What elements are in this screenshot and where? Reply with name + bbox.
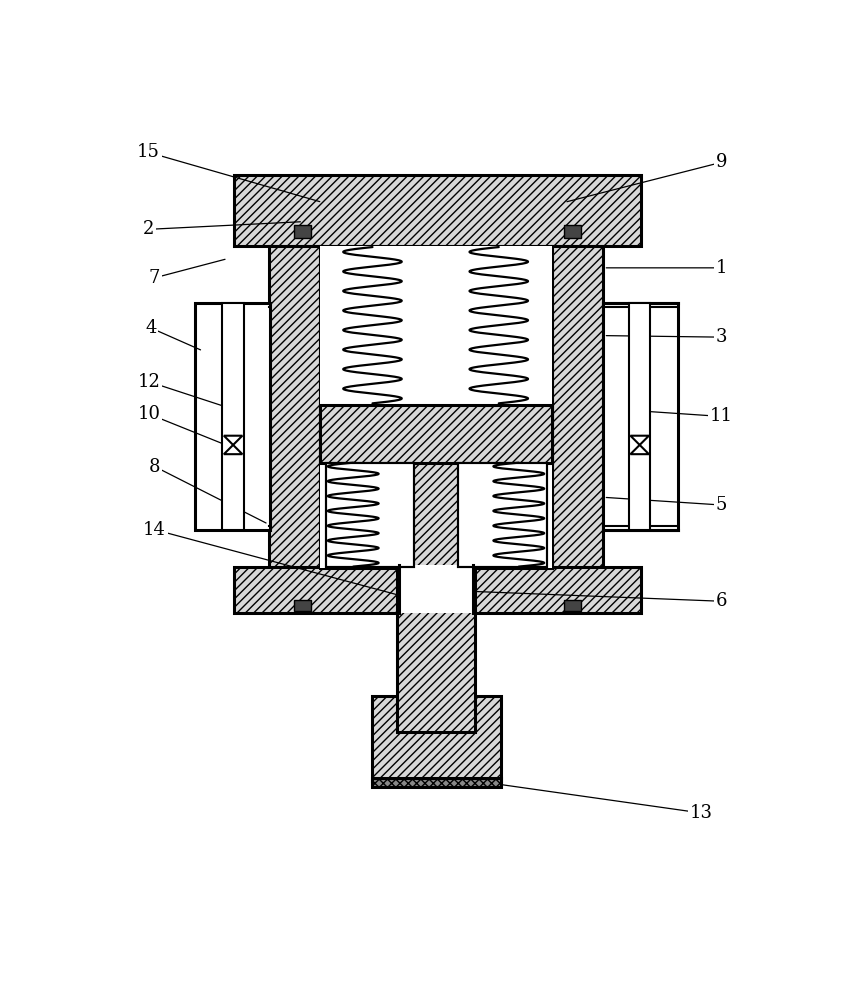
Bar: [294, 225, 311, 238]
Bar: [326, 463, 414, 567]
Text: 7: 7: [149, 269, 161, 287]
Text: 14: 14: [143, 521, 166, 539]
Bar: [234, 175, 641, 246]
Bar: [629, 303, 650, 530]
Bar: [320, 405, 552, 463]
Text: 8: 8: [149, 458, 161, 476]
Bar: [603, 303, 678, 530]
Bar: [399, 565, 473, 613]
Text: 9: 9: [716, 153, 727, 171]
Bar: [234, 567, 641, 613]
Text: 13: 13: [689, 804, 713, 822]
Bar: [564, 600, 581, 611]
Bar: [564, 225, 581, 238]
Polygon shape: [224, 445, 242, 454]
Text: 15: 15: [137, 143, 160, 161]
Text: 2: 2: [143, 220, 154, 238]
Bar: [294, 600, 311, 611]
Bar: [371, 696, 501, 781]
Polygon shape: [224, 436, 242, 445]
Text: 10: 10: [138, 405, 161, 423]
Bar: [269, 246, 320, 568]
Bar: [458, 463, 547, 567]
Bar: [320, 463, 552, 568]
Bar: [458, 463, 547, 567]
Bar: [320, 246, 552, 405]
Bar: [552, 246, 603, 568]
Polygon shape: [631, 436, 649, 445]
Bar: [195, 303, 270, 530]
Text: 1: 1: [716, 259, 727, 277]
Text: 6: 6: [716, 592, 727, 610]
Text: 5: 5: [716, 496, 727, 514]
Bar: [397, 413, 475, 732]
Text: 12: 12: [138, 373, 161, 391]
Text: 11: 11: [710, 407, 733, 425]
Bar: [320, 246, 552, 568]
Bar: [371, 778, 501, 787]
Polygon shape: [631, 445, 649, 454]
Text: 3: 3: [716, 328, 727, 346]
Bar: [223, 303, 244, 530]
Text: 4: 4: [145, 319, 156, 337]
Bar: [326, 463, 414, 567]
